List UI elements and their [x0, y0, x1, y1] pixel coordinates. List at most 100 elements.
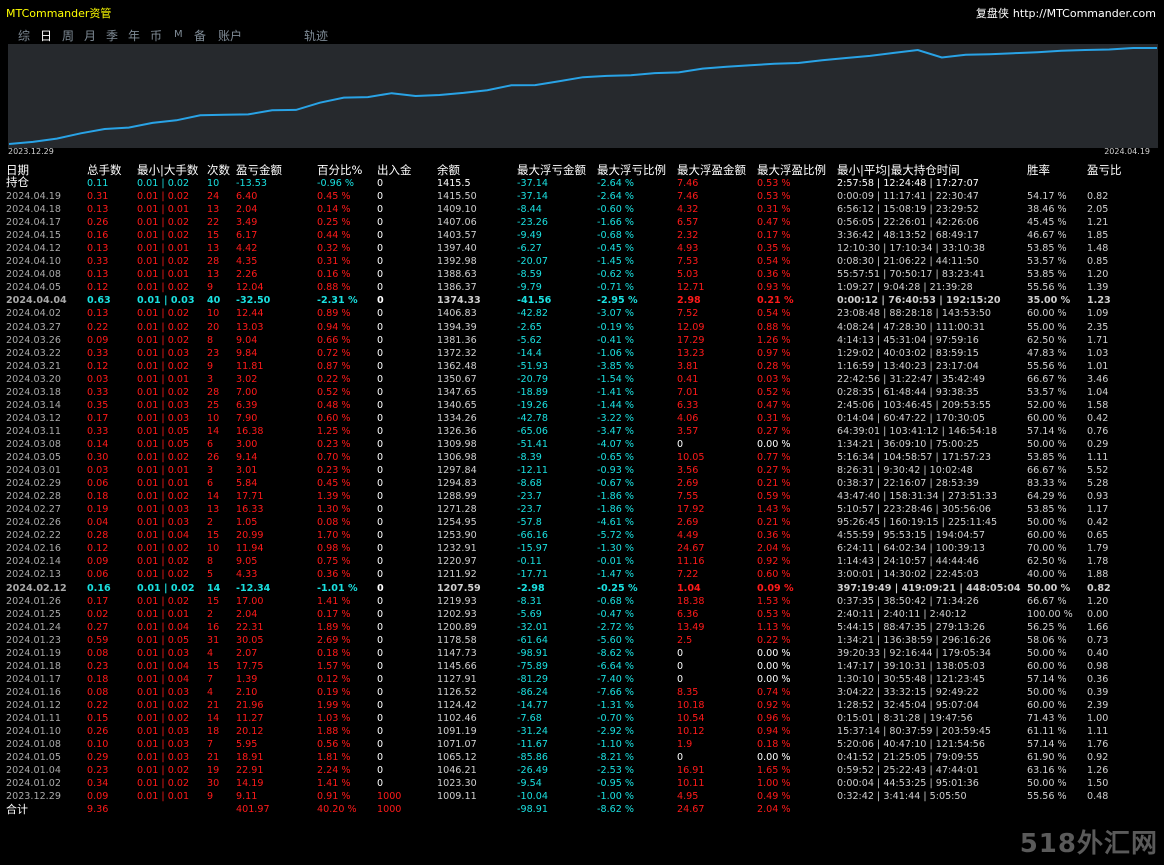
tab-9[interactable]: 账户	[218, 29, 243, 43]
table-row[interactable]: 2024.02.14 0.09 0.01 | 0.02 8 9.05 0.75 % 0 122…	[0, 555, 1164, 568]
cell-date: 2024.03.27	[6, 321, 61, 333]
table-row[interactable]: 2024.03.01 0.03 0.01 | 0.01 3 3.01 0.23 % 0 129…	[0, 464, 1164, 477]
cell-max-float-loss-pct: -0.67 %	[597, 478, 634, 490]
cell-balance: 1288.99	[437, 491, 477, 503]
tab-2[interactable]: 周	[62, 29, 75, 43]
table-row[interactable]: 2024.04.10 0.33 0.01 | 0.02 28 4.35 0.31 % 0 13…	[0, 255, 1164, 268]
cell-max-float-loss: -5.69	[517, 608, 542, 620]
column-header-3[interactable]: 次数	[207, 163, 230, 177]
tab-5[interactable]: 年	[128, 29, 141, 43]
cell-hold-time: 95:26:45 | 160:19:15 | 225:11:45	[837, 517, 998, 529]
column-header-14[interactable]: 盈亏比	[1087, 163, 1122, 177]
cell-inout: 0	[377, 425, 384, 437]
table-row[interactable]: 2024.03.11 0.33 0.01 | 0.05 14 16.38 1.25 % 0 1…	[0, 425, 1164, 438]
table-row[interactable]: 2024.01.24 0.27 0.01 | 0.04 16 22.31 1.89 % 0 1…	[0, 621, 1164, 634]
cell-lots: 0.28	[87, 530, 109, 542]
table-row[interactable]: 2024.03.27 0.22 0.01 | 0.02 20 13.03 0.94 % 0 1…	[0, 321, 1164, 334]
cell-balance: 1415.5	[437, 178, 471, 189]
cell-max-float-loss: -18.89	[517, 386, 548, 398]
column-header-6[interactable]: 出入金	[377, 163, 412, 177]
cell-inout: 0	[377, 334, 384, 346]
table-row[interactable]: 2024.01.18 0.23 0.01 | 0.04 15 17.75 1.57 % 0 1…	[0, 660, 1164, 673]
column-header-10[interactable]: 最大浮盈金额	[677, 163, 746, 177]
table-row[interactable]: 2024.01.02 0.34 0.01 | 0.02 30 14.19 1.41 % 0 1…	[0, 777, 1164, 790]
column-header-8[interactable]: 最大浮亏金额	[517, 163, 586, 177]
cell-inout: 0	[377, 386, 384, 398]
table-row[interactable]: 2024.04.18 0.13 0.01 | 0.01 13 2.04 0.14 % 0 14…	[0, 203, 1164, 216]
table-row[interactable]: 2024.04.05 0.12 0.01 | 0.02 9 12.04 0.88 % 0 13…	[0, 281, 1164, 294]
table-row[interactable]: 2024.04.12 0.13 0.01 | 0.01 13 4.42 0.32 % 0 13…	[0, 242, 1164, 255]
column-header-1[interactable]: 总手数	[87, 163, 122, 177]
table-row[interactable]: 2024.03.22 0.33 0.01 | 0.03 23 9.84 0.72 % 0 13…	[0, 347, 1164, 360]
cell-pl-ratio: 0.48	[1087, 791, 1109, 803]
column-header-0[interactable]: 日期	[6, 163, 29, 177]
table-row[interactable]: 2024.04.04 0.63 0.01 | 0.03 40 -32.50 -2.31 %…	[0, 294, 1164, 307]
table-row[interactable]: 2024.03.12 0.17 0.01 | 0.03 10 7.90 0.60 % 0 13…	[0, 412, 1164, 425]
cell-date: 2024.03.22	[6, 347, 61, 359]
table-row[interactable]: 2024.04.17 0.26 0.01 | 0.02 22 3.49 0.25 % 0 14…	[0, 216, 1164, 229]
cell-max-float-loss-pct: -1.86 %	[597, 504, 634, 516]
tab-6[interactable]: 币	[150, 29, 163, 43]
table-row[interactable]: 2023.12.29 0.09 0.01 | 0.01 9 9.11 0.91 % 1000…	[0, 790, 1164, 803]
table-row[interactable]: 2024.03.20 0.03 0.01 | 0.01 3 3.02 0.22 % 0 135…	[0, 373, 1164, 386]
table-row[interactable]: 2024.01.19 0.08 0.01 | 0.03 4 2.07 0.18 % 0 114…	[0, 647, 1164, 660]
cell-minmax: 0.01 | 0.02	[137, 452, 190, 463]
brand-link[interactable]: 复盘侠 http://MTCommander.com	[976, 5, 1156, 21]
table-row[interactable]: 2024.02.22 0.28 0.01 | 0.04 15 20.99 1.70 % 0 1…	[0, 529, 1164, 542]
table-row[interactable]: 2024.02.28 0.18 0.01 | 0.02 14 17.71 1.39 % 0 1…	[0, 490, 1164, 503]
tab-7[interactable]: M	[174, 29, 183, 40]
cell-max-float-loss: -41.56	[517, 295, 552, 307]
cell-balance: 1406.83	[437, 308, 477, 320]
holding-row[interactable]: 持仓 0.11 0.01 | 0.02 10 -13.53 -0.96 % 0 1415.5 -…	[0, 176, 1164, 190]
tab-0[interactable]: 综	[18, 29, 31, 43]
tab-3[interactable]: 月	[84, 29, 97, 43]
column-header-2[interactable]: 最小|大手数	[137, 163, 199, 177]
table-row[interactable]: 2024.01.17 0.18 0.01 | 0.04 7 1.39 0.12 % 0 112…	[0, 673, 1164, 686]
cell-pnl: 22.91	[236, 765, 264, 777]
table-row[interactable]: 2024.02.13 0.06 0.01 | 0.02 5 4.33 0.36 % 0 121…	[0, 568, 1164, 581]
table-row[interactable]: 2024.03.21 0.12 0.01 | 0.02 9 11.81 0.87 % 0 13…	[0, 360, 1164, 373]
column-header-4[interactable]: 盈亏金额	[236, 163, 282, 177]
tab-1[interactable]: 日	[40, 29, 53, 43]
table-row[interactable]: 2024.01.04 0.23 0.01 | 0.02 19 22.91 2.24 % 0 1…	[0, 764, 1164, 777]
table-row[interactable]: 2024.01.26 0.17 0.01 | 0.02 15 17.00 1.41 % 0 1…	[0, 595, 1164, 608]
column-header-9[interactable]: 最大浮亏比例	[597, 163, 666, 177]
table-row[interactable]: 2024.01.05 0.29 0.01 | 0.03 21 18.91 1.81 % 0 1…	[0, 751, 1164, 764]
table-row[interactable]: 2024.03.14 0.35 0.01 | 0.03 25 6.39 0.48 % 0 13…	[0, 399, 1164, 412]
table-row[interactable]: 2024.01.11 0.15 0.01 | 0.02 14 11.27 1.03 % 0 1…	[0, 712, 1164, 725]
table-row[interactable]: 2024.03.08 0.14 0.01 | 0.05 6 3.00 0.23 % 0 130…	[0, 438, 1164, 451]
cell-max-float-profit: 2.69	[677, 517, 699, 529]
table-row[interactable]: 2024.02.16 0.12 0.01 | 0.02 10 11.94 0.98 % 0 1…	[0, 542, 1164, 555]
table-row[interactable]: 2024.01.10 0.26 0.01 | 0.03 18 20.12 1.88 % 0 1…	[0, 725, 1164, 738]
tab-4[interactable]: 季	[106, 29, 119, 43]
table-row[interactable]: 2024.02.12 0.16 0.01 | 0.02 14 -12.34 -1.01 %…	[0, 582, 1164, 595]
column-header-7[interactable]: 余额	[437, 163, 460, 177]
table-row[interactable]: 2024.04.02 0.13 0.01 | 0.02 10 12.44 0.89 % 0 1…	[0, 307, 1164, 320]
tab-10[interactable]: 轨迹	[304, 29, 329, 43]
cell-minmax: 0.01 | 0.02	[137, 699, 190, 711]
column-header-11[interactable]: 最大浮盈比例	[757, 163, 826, 177]
table-row[interactable]: 2024.04.08 0.13 0.01 | 0.01 13 2.26 0.16 % 0 13…	[0, 268, 1164, 281]
table-row[interactable]: 2024.01.08 0.10 0.01 | 0.03 7 5.95 0.56 % 0 107…	[0, 738, 1164, 751]
table-row[interactable]: 2024.01.12 0.22 0.01 | 0.02 21 21.96 1.99 % 0 1…	[0, 699, 1164, 712]
table-row[interactable]: 2024.02.29 0.06 0.01 | 0.01 6 5.84 0.45 % 0 129…	[0, 477, 1164, 490]
table-row[interactable]: 2024.04.19 0.31 0.01 | 0.02 24 6.40 0.45 % 0 14…	[0, 190, 1164, 203]
column-header-12[interactable]: 最小|平均|最大持仓时间	[837, 163, 960, 177]
table-row[interactable]: 2024.01.23 0.59 0.01 | 0.05 31 30.05 2.69 % 0 1…	[0, 634, 1164, 647]
cell-max-float-profit: 2.98	[677, 295, 701, 307]
brand-name[interactable]: 复盘侠	[975, 7, 1009, 20]
column-header-5[interactable]: 百分比%	[317, 163, 363, 177]
cell-max-float-profit-pct: 0.53 %	[757, 608, 791, 620]
brand-url[interactable]: http://MTCommander.com	[1012, 7, 1156, 20]
column-header-13[interactable]: 胜率	[1027, 163, 1050, 177]
table-row[interactable]: 2024.03.26 0.09 0.01 | 0.02 8 9.04 0.66 % 0 138…	[0, 334, 1164, 347]
table-row[interactable]: 2024.02.26 0.04 0.01 | 0.03 2 1.05 0.08 % 0 125…	[0, 516, 1164, 529]
tab-8[interactable]: 备	[194, 29, 207, 43]
table-row[interactable]: 2024.01.16 0.08 0.01 | 0.03 4 2.10 0.19 % 0 112…	[0, 686, 1164, 699]
cell-count: 23	[207, 347, 220, 359]
table-row[interactable]: 2024.01.25 0.02 0.01 | 0.01 2 2.04 0.17 % 0 120…	[0, 608, 1164, 621]
table-row[interactable]: 2024.03.18 0.33 0.01 | 0.02 28 7.00 0.52 % 0 13…	[0, 386, 1164, 399]
table-row[interactable]: 2024.02.27 0.19 0.01 | 0.03 13 16.33 1.30 % 0 1…	[0, 503, 1164, 516]
table-row[interactable]: 2024.04.15 0.16 0.01 | 0.02 15 6.17 0.44 % 0 14…	[0, 229, 1164, 242]
table-row[interactable]: 2024.03.05 0.30 0.01 | 0.02 26 9.14 0.70 % 0 13…	[0, 451, 1164, 464]
